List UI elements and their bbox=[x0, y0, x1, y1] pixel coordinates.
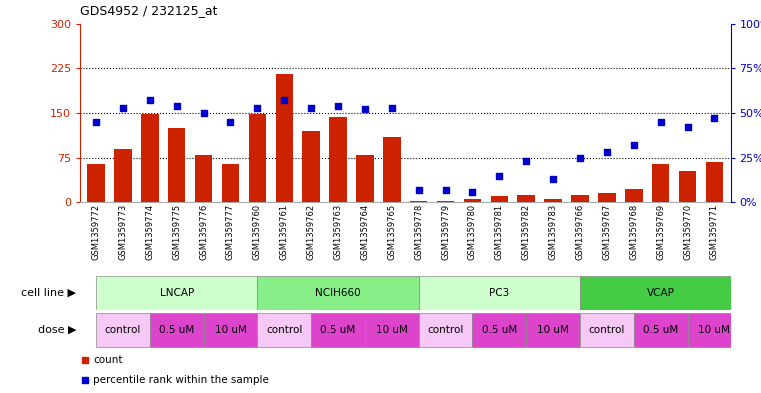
FancyBboxPatch shape bbox=[580, 313, 634, 347]
Bar bbox=[598, 193, 616, 202]
Point bbox=[412, 187, 425, 193]
Text: control: control bbox=[589, 325, 625, 335]
Text: 0.5 uM: 0.5 uM bbox=[320, 325, 355, 335]
FancyBboxPatch shape bbox=[311, 313, 365, 347]
Bar bbox=[437, 201, 454, 202]
Text: 10 uM: 10 uM bbox=[376, 325, 408, 335]
Text: dose ▶: dose ▶ bbox=[37, 325, 76, 335]
Point bbox=[224, 119, 237, 125]
Point bbox=[359, 106, 371, 112]
Text: cell line ▶: cell line ▶ bbox=[21, 288, 76, 298]
Text: 10 uM: 10 uM bbox=[537, 325, 569, 335]
Point bbox=[574, 154, 586, 161]
Point bbox=[600, 149, 613, 156]
FancyBboxPatch shape bbox=[257, 276, 419, 310]
Point bbox=[90, 119, 102, 125]
FancyBboxPatch shape bbox=[687, 313, 741, 347]
Point bbox=[708, 115, 721, 121]
Bar bbox=[625, 189, 642, 202]
Point bbox=[654, 119, 667, 125]
Text: 10 uM: 10 uM bbox=[699, 325, 731, 335]
Text: control: control bbox=[428, 325, 463, 335]
Point bbox=[144, 97, 156, 104]
Text: 0.5 uM: 0.5 uM bbox=[159, 325, 194, 335]
FancyBboxPatch shape bbox=[257, 313, 311, 347]
Point bbox=[681, 124, 693, 130]
Bar bbox=[114, 149, 132, 202]
Bar bbox=[517, 195, 535, 202]
Bar bbox=[544, 199, 562, 202]
Point bbox=[117, 105, 129, 111]
Bar bbox=[463, 199, 481, 202]
Text: 0.5 uM: 0.5 uM bbox=[643, 325, 678, 335]
Text: PC3: PC3 bbox=[489, 288, 509, 298]
FancyBboxPatch shape bbox=[580, 276, 741, 310]
FancyBboxPatch shape bbox=[419, 313, 473, 347]
Bar bbox=[275, 74, 293, 202]
FancyBboxPatch shape bbox=[150, 313, 204, 347]
Point bbox=[332, 103, 344, 109]
Bar bbox=[330, 117, 347, 202]
Point bbox=[305, 105, 317, 111]
FancyBboxPatch shape bbox=[634, 313, 687, 347]
Text: GDS4952 / 232125_at: GDS4952 / 232125_at bbox=[80, 4, 218, 17]
Bar bbox=[302, 131, 320, 202]
FancyBboxPatch shape bbox=[96, 313, 150, 347]
Bar bbox=[88, 163, 105, 202]
FancyBboxPatch shape bbox=[204, 313, 257, 347]
Point bbox=[466, 189, 479, 195]
Point bbox=[170, 103, 183, 109]
Point bbox=[520, 158, 532, 164]
Text: NCIH660: NCIH660 bbox=[315, 288, 361, 298]
Bar bbox=[249, 114, 266, 202]
Bar bbox=[141, 114, 158, 202]
Bar bbox=[572, 195, 589, 202]
FancyBboxPatch shape bbox=[473, 313, 526, 347]
Bar bbox=[221, 163, 239, 202]
Text: LNCAP: LNCAP bbox=[160, 288, 194, 298]
Bar bbox=[356, 155, 374, 202]
Text: VCAP: VCAP bbox=[647, 288, 674, 298]
Bar bbox=[168, 128, 186, 202]
Bar bbox=[195, 155, 212, 202]
FancyBboxPatch shape bbox=[526, 313, 580, 347]
Point bbox=[628, 142, 640, 148]
Bar bbox=[383, 137, 400, 202]
Text: count: count bbox=[93, 355, 123, 365]
Point bbox=[279, 97, 291, 104]
FancyBboxPatch shape bbox=[419, 276, 580, 310]
Point bbox=[386, 105, 398, 111]
Bar bbox=[652, 163, 670, 202]
Text: control: control bbox=[266, 325, 302, 335]
FancyBboxPatch shape bbox=[96, 276, 257, 310]
Text: percentile rank within the sample: percentile rank within the sample bbox=[93, 375, 269, 384]
Bar bbox=[410, 201, 428, 202]
Bar bbox=[491, 196, 508, 202]
Text: control: control bbox=[105, 325, 141, 335]
Point bbox=[198, 110, 210, 116]
Text: 0.5 uM: 0.5 uM bbox=[482, 325, 517, 335]
Bar bbox=[679, 171, 696, 202]
Point bbox=[251, 105, 263, 111]
Text: 10 uM: 10 uM bbox=[215, 325, 247, 335]
Point bbox=[439, 187, 451, 193]
Point bbox=[493, 173, 505, 179]
Point bbox=[547, 176, 559, 182]
Bar bbox=[705, 162, 723, 202]
FancyBboxPatch shape bbox=[365, 313, 419, 347]
